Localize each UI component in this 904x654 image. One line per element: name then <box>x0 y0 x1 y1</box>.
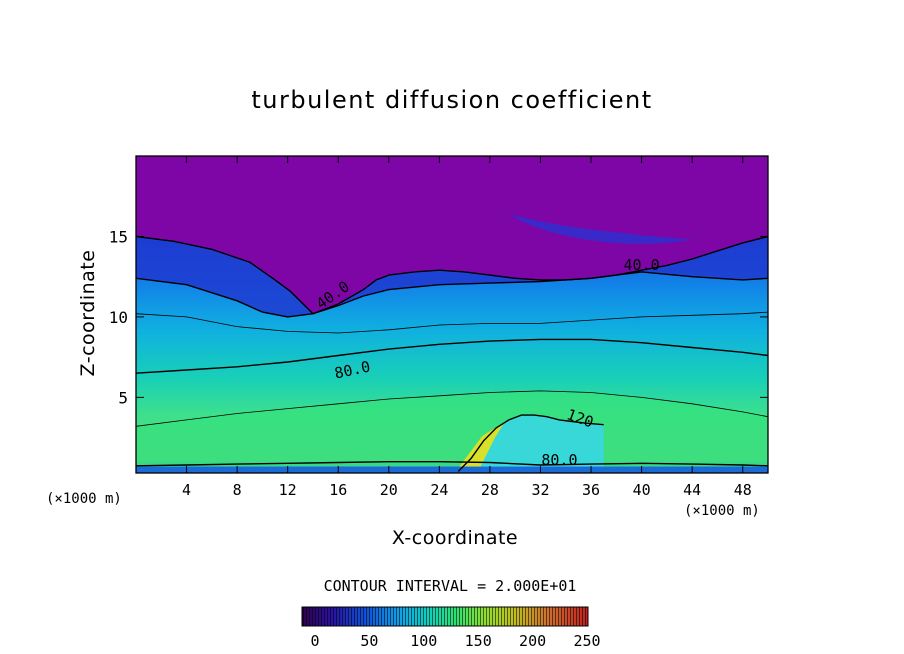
colour-field <box>136 156 768 473</box>
x-tick-label: 8 <box>233 481 242 499</box>
field-region-100 <box>136 390 768 473</box>
colorbar-ticks: 0 50 100 150 200 250 <box>310 632 600 650</box>
x-tick-label: 32 <box>531 481 549 499</box>
contour-interval-text: CONTOUR INTERVAL = 2.000E+01 <box>323 577 577 595</box>
colorbar-tick-label: 250 <box>573 632 600 650</box>
contour-lines <box>136 235 768 472</box>
x-tick-label: 16 <box>329 481 347 499</box>
y-tick-label: 5 <box>118 388 128 407</box>
contour-line-40 <box>136 271 768 318</box>
x-tick-label: 28 <box>481 481 499 499</box>
contour-line-100 <box>136 390 768 427</box>
colorbar-tick-label: 150 <box>465 632 492 650</box>
colorbar-tick-label: 200 <box>519 632 546 650</box>
y-axis-label: Z-coordinate <box>77 249 99 377</box>
colorbar-tick-label: 100 <box>410 632 437 650</box>
field-region-40 <box>136 236 768 317</box>
plot-frame <box>135 155 769 474</box>
contour-line-80 <box>136 461 768 467</box>
x-tick-label: 44 <box>683 481 701 499</box>
x-tick-label: 40 <box>633 481 651 499</box>
colorbar-stripes <box>302 607 588 626</box>
contour-line-80 <box>136 338 768 374</box>
contour-line-40 <box>136 235 768 315</box>
colorbar-frame <box>301 606 589 627</box>
y-tick-label: 15 <box>109 227 128 246</box>
x-tick-label: 36 <box>582 481 600 499</box>
x-tick-label: 12 <box>279 481 297 499</box>
field-region-surface <box>136 466 768 473</box>
x-tick-label: 4 <box>182 481 191 499</box>
contour-line-120 <box>457 414 604 472</box>
contour-line-60 <box>136 311 768 334</box>
y-axis-ticks: 5 10 15 <box>109 227 768 407</box>
x-unit-left: (×1000 m) <box>46 491 122 507</box>
x-axis-label: X-coordinate <box>391 527 519 549</box>
x-tick-label: 24 <box>430 481 448 499</box>
x-unit-right: (×1000 m) <box>684 503 760 519</box>
field-region-low <box>136 156 768 314</box>
colorbar: 0 50 100 150 200 250 <box>301 606 601 650</box>
x-tick-label: 48 <box>734 481 752 499</box>
x-tick-label: 20 <box>380 481 398 499</box>
x-axis-ticks: 4 8 12 16 20 24 28 32 36 40 44 48 <box>182 156 752 499</box>
chart-title: turbulent diffusion coefficient <box>251 86 653 114</box>
colorbar-tick-label: 50 <box>360 632 378 650</box>
field-region-filament <box>508 213 693 244</box>
colorbar-tick-label: 0 <box>310 632 319 650</box>
contour-label: 80.0 <box>541 451 577 469</box>
contour-label: 40.0 <box>624 256 660 274</box>
y-tick-label: 10 <box>109 308 128 327</box>
